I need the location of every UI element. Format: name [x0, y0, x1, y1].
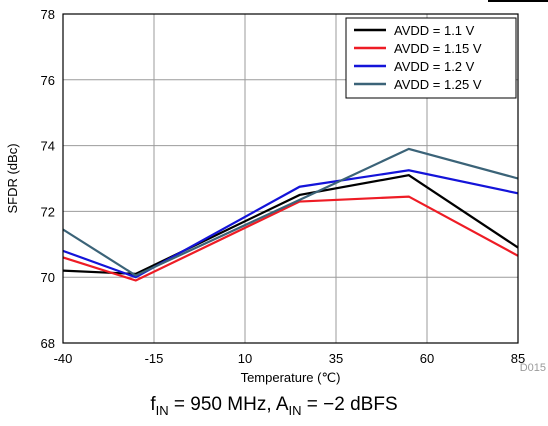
plot-frame [62, 13, 519, 344]
legend-label-2: AVDD = 1.15 V [394, 41, 482, 56]
chart-caption: fIN = 950 MHz, AIN = −2 dBFS [0, 393, 548, 423]
x-tick-label: 35 [329, 351, 343, 366]
top-rule [488, 0, 548, 2]
y-tick-label: 68 [41, 336, 55, 351]
caption-frequency: = 950 MHz, A [168, 394, 289, 415]
legend-label-1: AVDD = 1.1 V [394, 23, 475, 38]
series-line-1 [62, 174, 519, 276]
legend-label-3: AVDD = 1.2 V [394, 59, 475, 74]
series-line-3 [62, 169, 519, 279]
y-tick-label: 72 [41, 204, 55, 219]
tick-labels: -40 -15 10 35 60 85 68 70 72 74 76 78 [41, 7, 526, 366]
caption-f: f [150, 394, 156, 415]
y-tick-label: 76 [41, 73, 55, 88]
caption-a-subscript: IN [288, 402, 302, 418]
caption-amplitude: = −2 dBFS [301, 394, 398, 415]
x-tick-label: 10 [238, 351, 252, 366]
x-axis-label: Temperature (℃) [241, 370, 341, 385]
y-tick-label: 74 [41, 139, 55, 154]
x-tick-label: -40 [54, 351, 73, 366]
figure-id: D015 [519, 362, 546, 374]
caption-f-subscript: IN [155, 402, 169, 418]
series-line-4 [62, 147, 519, 277]
series-line-2 [62, 195, 519, 282]
series-layer [62, 147, 519, 282]
x-tick-label: 85 [511, 351, 525, 366]
y-tick-label: 78 [41, 7, 55, 22]
y-axis-label: SFDR (dBc) [5, 143, 20, 213]
x-tick-label: -15 [145, 351, 164, 366]
y-tick-label: 70 [41, 270, 55, 285]
legend: AVDD = 1.1 V AVDD = 1.15 V AVDD = 1.2 V AVD… [345, 17, 517, 99]
x-tick-label: 60 [420, 351, 434, 366]
legend-label-4: AVDD = 1.25 V [394, 77, 482, 92]
